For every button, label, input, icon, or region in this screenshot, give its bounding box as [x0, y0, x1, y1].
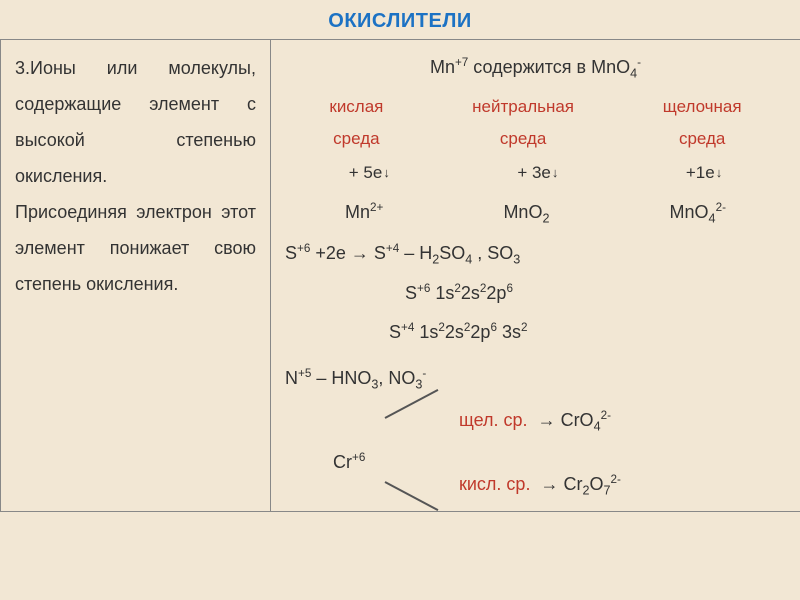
electrons-neutral: + 3e↓ [517, 157, 558, 189]
mn7-text: содержится в MnO [468, 57, 630, 77]
electrons-alkaline-val: +1e [686, 163, 715, 182]
product-alkaline: MnO42- [670, 195, 726, 232]
right-content: Mn+7 содержится в MnO4- кислая среда ней… [285, 50, 786, 501]
electrons-acid: + 5e↓ [349, 157, 390, 189]
left-para-1: 3.Ионы или молекулы, содержащие элемент … [15, 50, 256, 194]
mn7-charge: +7 [455, 56, 468, 69]
left-cell: 3.Ионы или молекулы, содержащие элемент … [1, 40, 271, 512]
slide: ОКИСЛИТЕЛИ 3.Ионы или молекулы, содержащ… [0, 0, 800, 600]
env-neutral-name: нейтральная [472, 97, 574, 116]
electrons-alkaline: +1e↓ [686, 157, 722, 189]
env-row: кислая среда нейтральная среда щелочная … [285, 91, 786, 156]
sulfur-equation: S+6 +2e → S+4 – H2SO4 , SO3 [285, 236, 786, 273]
env-acid-medium: среда [333, 129, 379, 148]
cr-branch-acid-label: кисл. ср. [459, 474, 530, 494]
electrons-acid-val: + 5e [349, 163, 383, 182]
page-title: ОКИСЛИТЕЛИ [0, 0, 800, 39]
cr-branch-alkaline-label: щел. ср. [459, 410, 528, 430]
env-alkaline: щелочная среда [663, 91, 742, 156]
mn7-prefix: Mn [430, 57, 455, 77]
electrons-neutral-val: + 3e [517, 163, 551, 182]
mn7-sup2: - [637, 56, 641, 69]
env-neutral-medium: среда [500, 129, 546, 148]
env-alkaline-name: щелочная [663, 97, 742, 116]
mn7-line: Mn+7 содержится в MnO4- [285, 50, 786, 87]
branch-line-bottom [385, 481, 439, 511]
env-acid: кислая среда [329, 91, 383, 156]
content-table: 3.Ионы или молекулы, содержащие элемент … [0, 39, 800, 512]
nitrogen-line: N+5 – HNO3, NO3- [285, 361, 786, 398]
chromium-block: Cr+6 щел. ср. → CrO42- кисл. ср. → Cr2O7… [285, 411, 786, 501]
product-neutral: MnO2 [503, 195, 549, 232]
right-cell: Mn+7 содержится в MnO4- кислая среда ней… [271, 40, 800, 512]
products-row: Mn2+ MnO2 MnO42- [285, 195, 786, 232]
cr-branch-acid: кисл. ср. → Cr2O72- [459, 467, 621, 504]
env-alkaline-medium: среда [679, 129, 725, 148]
env-neutral: нейтральная среда [472, 91, 574, 156]
down-arrow-icon: ↓ [716, 161, 723, 186]
s4-config: S+4 1s22s22p6 3s2 [285, 315, 786, 349]
cr-branch-acid-product: → Cr2O72- [540, 474, 620, 494]
down-arrow-icon: ↓ [383, 161, 390, 186]
electrons-row: + 5e↓ + 3e↓ +1e↓ [285, 157, 786, 189]
down-arrow-icon: ↓ [552, 161, 559, 186]
cr-label: Cr+6 [333, 445, 365, 479]
env-acid-name: кислая [329, 97, 383, 116]
product-acid: Mn2+ [345, 195, 383, 232]
cr-branch-alkaline-product: → CrO42- [538, 410, 611, 430]
left-para-2: Присоединяя электрон этот элемент понижа… [15, 194, 256, 302]
s6-config: S+6 1s22s22p6 [285, 276, 786, 310]
cr-branch-alkaline: щел. ср. → CrO42- [459, 403, 611, 440]
